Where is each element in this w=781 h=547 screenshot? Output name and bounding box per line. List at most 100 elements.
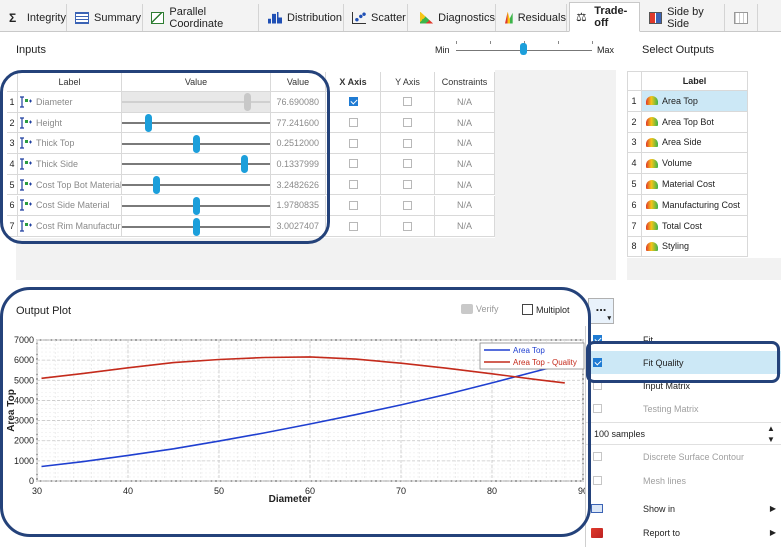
y-axis-cell[interactable] [381, 195, 435, 217]
x-axis-cell[interactable] [326, 174, 381, 196]
input-value-slider[interactable] [122, 112, 271, 134]
x-axis-checkbox[interactable] [348, 138, 358, 148]
constraints-cell[interactable]: N/A [435, 195, 495, 217]
y-axis-col-header[interactable]: Y Axis [381, 72, 435, 92]
x-axis-checkbox[interactable] [348, 159, 358, 169]
y-axis-checkbox[interactable] [403, 180, 412, 190]
input-value-slider[interactable] [122, 195, 271, 217]
x-axis-checkbox[interactable] [348, 200, 358, 210]
input-value-cell[interactable]: 77.241600 [271, 112, 326, 134]
output-row-material-cost[interactable]: Material Cost [642, 174, 748, 195]
slider-thumb[interactable] [241, 155, 249, 174]
tab-side-by-side[interactable]: Side by Side [643, 4, 725, 31]
output-row-manufacturing-cost[interactable]: Manufacturing Cost [642, 195, 748, 216]
slider-thumb[interactable] [144, 114, 152, 133]
tab-summary[interactable]: Summary [69, 4, 143, 31]
x-axis-cell[interactable] [326, 133, 381, 155]
menu-item-show-in[interactable]: Show in ▶ [586, 497, 781, 520]
input-label-cell[interactable]: Thick Top [18, 133, 122, 155]
slider-thumb[interactable] [193, 196, 200, 215]
min-max-slider-thumb[interactable] [520, 43, 527, 55]
samples-value[interactable]: 100 samples [594, 428, 646, 439]
y-axis-checkbox[interactable] [403, 138, 412, 148]
y-axis-checkbox[interactable] [403, 118, 412, 128]
y-axis-checkbox[interactable] [403, 159, 412, 169]
input-label-cell[interactable]: Cost Side Material [18, 195, 122, 217]
y-axis-checkbox[interactable] [403, 97, 412, 107]
input-value-slider[interactable] [122, 174, 271, 196]
constraints-cell[interactable]: N/A [435, 92, 495, 113]
output-row-volume[interactable]: Volume [642, 153, 748, 175]
value-slider-col-header[interactable]: Value [122, 72, 271, 92]
output-row-area-top-bot[interactable]: Area Top Bot [642, 111, 748, 133]
menu-item-mesh-lines[interactable]: Mesh lines [586, 469, 781, 492]
constraints-cell[interactable]: N/A [435, 216, 495, 237]
x-axis-cell[interactable] [326, 92, 381, 113]
input-value-cell[interactable]: 1.9780835 [271, 195, 326, 217]
y-axis-cell[interactable] [381, 133, 435, 155]
x-axis-col-header[interactable]: X Axis [326, 72, 381, 92]
input-label-cell[interactable]: Height [18, 112, 122, 134]
input-label-cell[interactable]: Cost Rim Manufacturing [18, 216, 122, 237]
outputs-label-header[interactable]: Label [642, 71, 748, 91]
menu-item-testing-matrix[interactable]: Testing Matrix [586, 397, 781, 420]
tab-distribution[interactable]: Distribution [262, 4, 344, 31]
spin-down-icon[interactable]: ▼ [767, 435, 775, 444]
input-value-cell[interactable]: 0.1337999 [271, 154, 326, 175]
y-axis-cell[interactable] [381, 112, 435, 134]
input-label-cell[interactable]: Thick Side [18, 154, 122, 175]
input-label-cell[interactable]: Diameter [18, 92, 122, 113]
menu-item-100-samples[interactable]: 100 samples ▲ ▼ [586, 422, 781, 445]
menu-checkbox[interactable] [593, 476, 602, 485]
tab-parallel-coordinate[interactable]: Parallel Coordinate [145, 4, 259, 31]
y-axis-cell[interactable] [381, 92, 435, 113]
x-axis-checkbox[interactable] [348, 180, 358, 190]
slider-thumb[interactable] [244, 93, 252, 112]
input-value-cell[interactable]: 3.2482626 [271, 174, 326, 196]
tab-diagnostics[interactable]: Diagnostics [414, 4, 496, 31]
y-axis-checkbox[interactable] [403, 221, 412, 231]
y-axis-cell[interactable] [381, 154, 435, 175]
input-value-cell[interactable]: 76.690080 [271, 92, 326, 113]
constraints-cell[interactable]: N/A [435, 133, 495, 155]
input-value-slider[interactable] [122, 154, 271, 175]
constraints-cell[interactable]: N/A [435, 112, 495, 134]
x-axis-cell[interactable] [326, 216, 381, 237]
x-axis-checkbox[interactable] [348, 221, 358, 231]
menu-item-discrete-surface-contour[interactable]: Discrete Surface Contour [586, 445, 781, 468]
menu-item-report-to[interactable]: Report to ▶ [586, 521, 781, 544]
output-row-area-side[interactable]: Area Side [642, 132, 748, 154]
x-axis-cell[interactable] [326, 195, 381, 217]
x-axis-checkbox[interactable] [348, 118, 358, 128]
constraints-cell[interactable]: N/A [435, 174, 495, 196]
y-axis-cell[interactable] [381, 216, 435, 237]
output-row-total-cost[interactable]: Total Cost [642, 215, 748, 237]
label-col-header[interactable]: Label [18, 72, 122, 92]
menu-checkbox[interactable] [593, 358, 602, 367]
tab-residuals[interactable]: Residuals [499, 4, 567, 31]
input-value-cell[interactable]: 0.2512000 [271, 133, 326, 155]
slider-thumb[interactable] [193, 134, 200, 153]
tab-scatter[interactable]: Scatter [346, 4, 408, 31]
x-axis-checkbox[interactable] [348, 97, 358, 107]
tab-extra[interactable] [728, 4, 758, 31]
x-axis-cell[interactable] [326, 112, 381, 134]
input-label-cell[interactable]: Cost Top Bot Material [18, 174, 122, 196]
tab-integrity[interactable]: Σ Integrity [3, 4, 67, 31]
menu-item-fit-quality[interactable]: Fit Quality [586, 351, 781, 374]
output-row-styling[interactable]: Styling [642, 236, 748, 258]
y-axis-cell[interactable] [381, 174, 435, 196]
tab-trade-off[interactable]: ⚖ Trade-off [569, 2, 640, 32]
constraints-cell[interactable]: N/A [435, 154, 495, 175]
more-options-button[interactable]: ... ▾ [588, 298, 614, 324]
spin-up-icon[interactable]: ▲ [767, 424, 775, 433]
slider-thumb[interactable] [193, 217, 200, 236]
slider-thumb[interactable] [153, 176, 161, 195]
menu-checkbox[interactable] [593, 452, 602, 461]
input-value-slider[interactable] [122, 133, 271, 155]
verify-button[interactable]: Verify [461, 304, 499, 314]
samples-spinner[interactable]: ▲ ▼ [763, 424, 779, 444]
x-axis-cell[interactable] [326, 154, 381, 175]
menu-checkbox[interactable] [593, 404, 602, 413]
output-row-area-top[interactable]: Area Top [642, 91, 748, 112]
